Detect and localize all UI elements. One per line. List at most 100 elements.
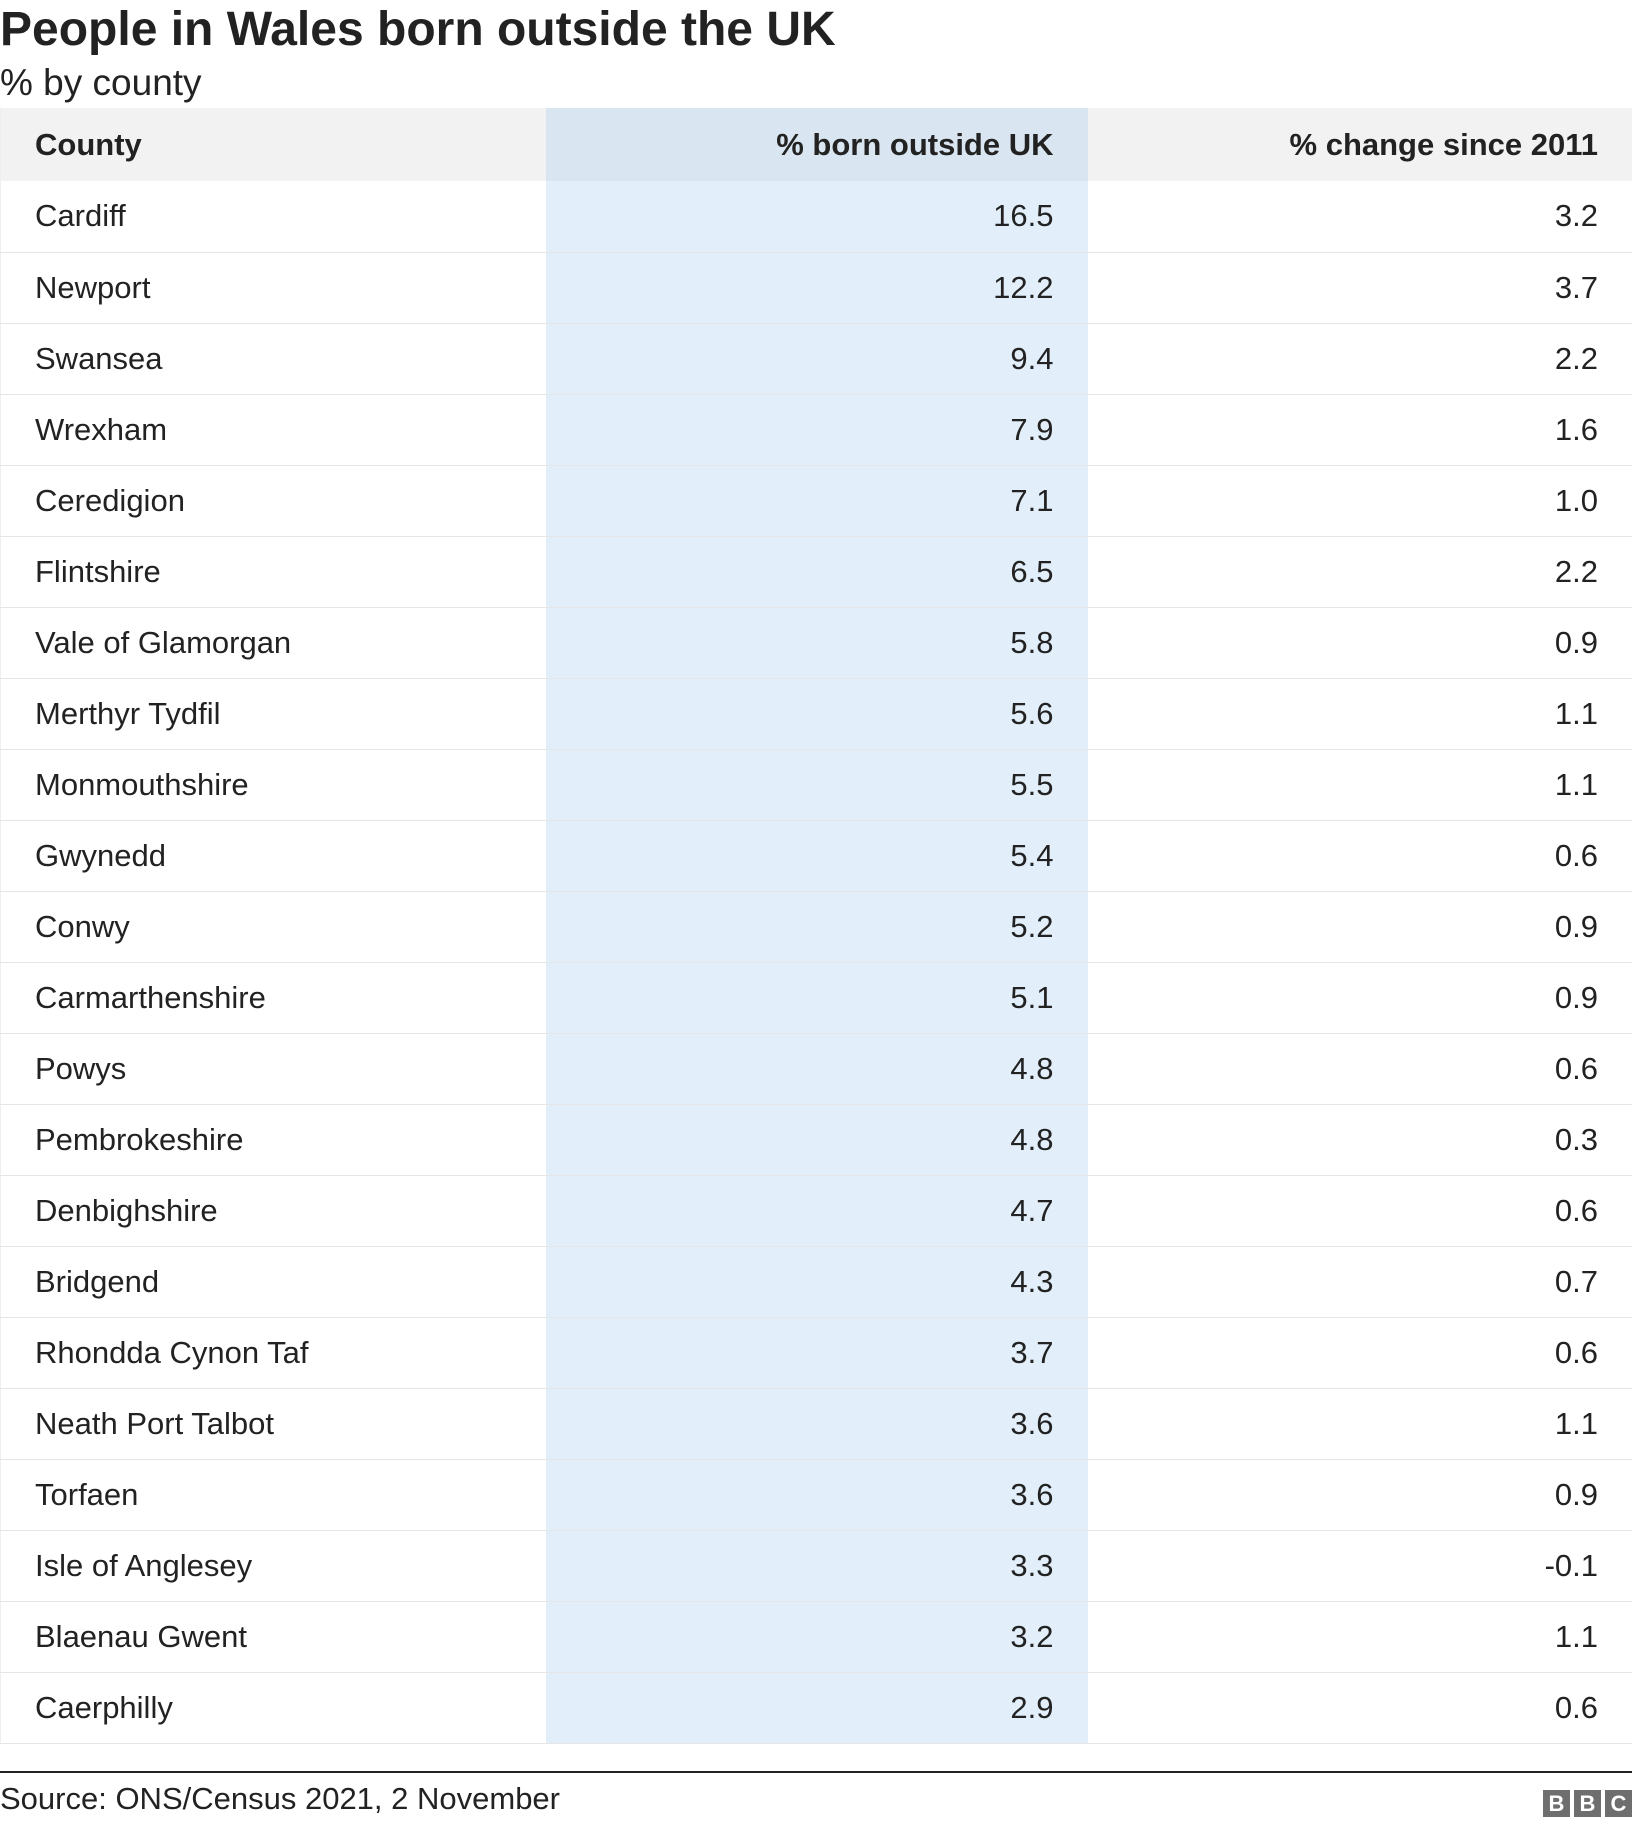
- county-cell: Bridgend: [0, 1246, 546, 1318]
- bbc-logo: B B C: [1543, 1790, 1632, 1817]
- born-outside-uk-cell: 5.4: [545, 820, 1088, 892]
- county-cell: Swansea: [0, 323, 546, 395]
- change-since-2011-cell: 0.6: [1087, 1672, 1632, 1744]
- table-row: Caerphilly 2.9 0.6: [0, 1672, 1632, 1744]
- table-row: Swansea 9.4 2.2: [0, 323, 1632, 395]
- county-cell: Ceredigion: [0, 465, 546, 537]
- change-since-2011-cell: 1.1: [1087, 1388, 1632, 1460]
- born-outside-uk-cell: 3.6: [545, 1388, 1088, 1460]
- table-row: Newport 12.2 3.7: [0, 252, 1632, 324]
- change-since-2011-cell: 1.1: [1087, 749, 1632, 821]
- county-cell: Powys: [0, 1033, 546, 1105]
- born-outside-uk-cell: 4.7: [545, 1175, 1088, 1247]
- change-since-2011-cell: 0.6: [1087, 820, 1632, 892]
- table-row: Gwynedd 5.4 0.6: [0, 820, 1632, 892]
- county-cell: Flintshire: [0, 536, 546, 608]
- change-since-2011-cell: 0.9: [1087, 607, 1632, 679]
- table-row: Vale of Glamorgan 5.8 0.9: [0, 607, 1632, 679]
- change-since-2011-cell: 2.2: [1087, 323, 1632, 395]
- county-table: County % born outside UK % change since …: [0, 108, 1632, 1744]
- born-outside-uk-cell: 7.9: [545, 394, 1088, 466]
- born-outside-uk-cell: 5.2: [545, 891, 1088, 963]
- table-row: Ceredigion 7.1 1.0: [0, 465, 1632, 537]
- table-row: Blaenau Gwent 3.2 1.1: [0, 1601, 1632, 1673]
- born-outside-uk-cell: 7.1: [545, 465, 1088, 537]
- bbc-logo-letter: B: [1574, 1790, 1601, 1817]
- change-since-2011-cell: 1.0: [1087, 465, 1632, 537]
- county-cell: Wrexham: [0, 394, 546, 466]
- born-outside-uk-cell: 3.7: [545, 1317, 1088, 1389]
- footer-divider: [0, 1771, 1632, 1773]
- county-cell: Vale of Glamorgan: [0, 607, 546, 679]
- bbc-logo-letter: C: [1605, 1790, 1632, 1817]
- change-since-2011-cell: 1.1: [1087, 678, 1632, 750]
- county-cell: Rhondda Cynon Taf: [0, 1317, 546, 1389]
- born-outside-uk-cell: 4.8: [545, 1104, 1088, 1176]
- change-since-2011-cell: 1.1: [1087, 1601, 1632, 1673]
- change-since-2011-cell: 0.6: [1087, 1033, 1632, 1105]
- change-since-2011-cell: 0.7: [1087, 1246, 1632, 1318]
- change-since-2011-cell: 3.2: [1087, 181, 1632, 253]
- county-cell: Isle of Anglesey: [0, 1530, 546, 1602]
- county-cell: Cardiff: [0, 181, 546, 253]
- table-row: Carmarthenshire 5.1 0.9: [0, 962, 1632, 1034]
- born-outside-uk-cell: 5.5: [545, 749, 1088, 821]
- table-row: Torfaen 3.6 0.9: [0, 1459, 1632, 1531]
- table-row: Pembrokeshire 4.8 0.3: [0, 1104, 1632, 1176]
- column-header-born-outside-uk[interactable]: % born outside UK: [545, 108, 1088, 181]
- county-cell: Conwy: [0, 891, 546, 963]
- table-row: Merthyr Tydfil 5.6 1.1: [0, 678, 1632, 750]
- bbc-logo-letter: B: [1543, 1790, 1570, 1817]
- born-outside-uk-cell: 6.5: [545, 536, 1088, 608]
- born-outside-uk-cell: 4.3: [545, 1246, 1088, 1318]
- county-cell: Monmouthshire: [0, 749, 546, 821]
- chart-title: People in Wales born outside the UK: [0, 3, 836, 56]
- table-row: Bridgend 4.3 0.7: [0, 1246, 1632, 1318]
- change-since-2011-cell: -0.1: [1087, 1530, 1632, 1602]
- born-outside-uk-cell: 5.6: [545, 678, 1088, 750]
- change-since-2011-cell: 2.2: [1087, 536, 1632, 608]
- table-row: Conwy 5.2 0.9: [0, 891, 1632, 963]
- change-since-2011-cell: 0.6: [1087, 1317, 1632, 1389]
- born-outside-uk-cell: 12.2: [545, 252, 1088, 324]
- table-row: Monmouthshire 5.5 1.1: [0, 749, 1632, 821]
- county-cell: Gwynedd: [0, 820, 546, 892]
- county-cell: Carmarthenshire: [0, 962, 546, 1034]
- chart-subtitle: % by county: [0, 62, 202, 103]
- table-body: Cardiff 16.5 3.2 Newport 12.2 3.7 Swansea 9.4 2.…: [0, 181, 1632, 1744]
- born-outside-uk-cell: 5.1: [545, 962, 1088, 1034]
- county-cell: Blaenau Gwent: [0, 1601, 546, 1673]
- table-row: Cardiff 16.5 3.2: [0, 181, 1632, 253]
- column-header-county[interactable]: County: [0, 108, 546, 181]
- table-header: County % born outside UK % change since …: [0, 108, 1632, 181]
- change-since-2011-cell: 1.6: [1087, 394, 1632, 466]
- table-row: Powys 4.8 0.6: [0, 1033, 1632, 1105]
- table-row: Flintshire 6.5 2.2: [0, 536, 1632, 608]
- change-since-2011-cell: 0.9: [1087, 962, 1632, 1034]
- county-cell: Newport: [0, 252, 546, 324]
- table-row: Neath Port Talbot 3.6 1.1: [0, 1388, 1632, 1460]
- born-outside-uk-cell: 16.5: [545, 181, 1088, 253]
- table-row: Rhondda Cynon Taf 3.7 0.6: [0, 1317, 1632, 1389]
- change-since-2011-cell: 0.9: [1087, 891, 1632, 963]
- change-since-2011-cell: 0.6: [1087, 1175, 1632, 1247]
- county-cell: Neath Port Talbot: [0, 1388, 546, 1460]
- column-header-change-since-2011[interactable]: % change since 2011: [1087, 108, 1632, 181]
- born-outside-uk-cell: 9.4: [545, 323, 1088, 395]
- change-since-2011-cell: 0.3: [1087, 1104, 1632, 1176]
- born-outside-uk-cell: 3.3: [545, 1530, 1088, 1602]
- born-outside-uk-cell: 5.8: [545, 607, 1088, 679]
- header-row: County % born outside UK % change since …: [0, 108, 1632, 181]
- table-row: Wrexham 7.9 1.6: [0, 394, 1632, 466]
- county-cell: Pembrokeshire: [0, 1104, 546, 1176]
- table-row: Isle of Anglesey 3.3 -0.1: [0, 1530, 1632, 1602]
- county-cell: Caerphilly: [0, 1672, 546, 1744]
- born-outside-uk-cell: 2.9: [545, 1672, 1088, 1744]
- county-cell: Denbighshire: [0, 1175, 546, 1247]
- change-since-2011-cell: 3.7: [1087, 252, 1632, 324]
- born-outside-uk-cell: 3.2: [545, 1601, 1088, 1673]
- county-cell: Merthyr Tydfil: [0, 678, 546, 750]
- source-note: Source: ONS/Census 2021, 2 November: [0, 1781, 560, 1816]
- county-cell: Torfaen: [0, 1459, 546, 1531]
- change-since-2011-cell: 0.9: [1087, 1459, 1632, 1531]
